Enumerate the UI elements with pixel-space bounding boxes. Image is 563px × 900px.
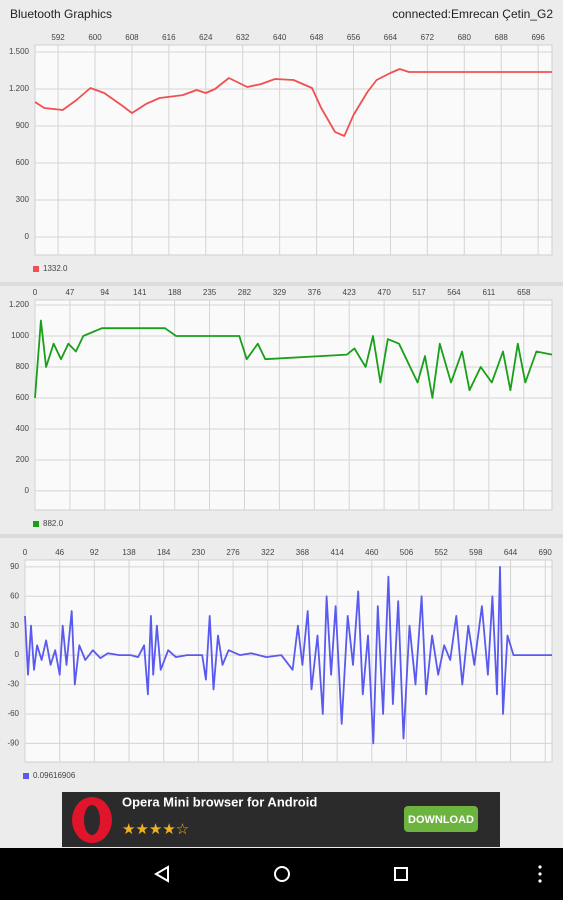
charts: 592 600 608 616 624 632 640 648 656 664 672 680 688 6… xyxy=(7,33,553,780)
x-tick-label: 624 xyxy=(199,33,213,42)
nav-bar xyxy=(0,848,563,900)
x-tick-label: 235 xyxy=(203,288,217,297)
y-tick-label: 1.200 xyxy=(9,300,30,309)
y-tick-label: 900 xyxy=(16,121,30,130)
legend-label: 0.09616906 xyxy=(33,771,76,780)
y-tick-label: 1000 xyxy=(11,331,29,340)
x-tick-label: 329 xyxy=(273,288,287,297)
app-title: Bluetooth Graphics xyxy=(10,7,112,21)
x-tick-label: 600 xyxy=(88,33,102,42)
x-tick-label: 616 xyxy=(162,33,176,42)
data-line xyxy=(34,68,552,137)
x-tick-label: 640 xyxy=(273,33,287,42)
x-tick-label: 656 xyxy=(347,33,361,42)
x-tick-label: 141 xyxy=(133,288,147,297)
x-tick-label: 322 xyxy=(261,548,275,557)
download-button[interactable] xyxy=(404,806,478,832)
home-button[interactable] xyxy=(274,866,290,882)
x-tick-label: 648 xyxy=(310,33,324,42)
x-tick-label: 423 xyxy=(343,288,357,297)
x-tick-label: 282 xyxy=(238,288,252,297)
opera-logo-hole xyxy=(84,805,100,835)
x-tick-label: 658 xyxy=(517,288,531,297)
x-tick-label: 608 xyxy=(125,33,139,42)
y-tick-label: 200 xyxy=(16,455,30,464)
connection-status: connected:Emrecan Çetin_G2 xyxy=(392,7,553,21)
data-line xyxy=(34,319,553,399)
x-tick-label: 276 xyxy=(226,548,240,557)
legend-swatch xyxy=(33,521,39,527)
x-tick-label: 94 xyxy=(100,288,109,297)
x-tick-label: 0 xyxy=(33,288,38,297)
x-tick-label: 696 xyxy=(531,33,545,42)
x-tick-label: 690 xyxy=(539,548,553,557)
legend-swatch xyxy=(33,266,39,272)
y-tick-label: 600 xyxy=(16,158,30,167)
y-tick-label: 30 xyxy=(10,621,19,630)
y-tick-label: 0 xyxy=(25,486,30,495)
x-tick-label: 611 xyxy=(482,288,495,297)
x-tick-label: 230 xyxy=(192,548,206,557)
x-tick-label: 414 xyxy=(330,548,344,557)
x-tick-label: 470 xyxy=(377,288,391,297)
y-tick-label: -60 xyxy=(7,709,19,718)
legend-swatch xyxy=(23,773,29,779)
x-tick-label: 506 xyxy=(400,548,414,557)
x-tick-label: 460 xyxy=(365,548,379,557)
separator xyxy=(0,282,563,286)
menu-button[interactable] xyxy=(538,865,542,883)
x-tick-label: 664 xyxy=(384,33,398,42)
x-tick-label: 47 xyxy=(65,288,74,297)
legend-label: 1332.0 xyxy=(43,264,68,273)
x-tick-label: 644 xyxy=(504,548,518,557)
y-tick-label: 300 xyxy=(16,195,30,204)
x-tick-label: 517 xyxy=(412,288,426,297)
x-tick-label: 552 xyxy=(434,548,448,557)
x-tick-label: 368 xyxy=(296,548,310,557)
ad-title: Opera Mini browser for Android xyxy=(122,794,317,809)
ad-stars: ★★★★☆ xyxy=(122,821,189,838)
plot-area xyxy=(34,44,553,256)
y-tick-label: 90 xyxy=(10,562,19,571)
y-tick-label: 60 xyxy=(10,591,19,600)
x-tick-label: 688 xyxy=(495,33,509,42)
y-tick-label: -30 xyxy=(7,680,19,689)
x-tick-label: 184 xyxy=(157,548,171,557)
separator xyxy=(0,534,563,538)
back-button[interactable] xyxy=(154,865,169,883)
x-tick-label: 592 xyxy=(51,33,65,42)
ad-banner[interactable]: Opera Mini browser for Android ★★★★☆ DOW… xyxy=(62,792,500,847)
x-tick-label: 598 xyxy=(469,548,483,557)
menu-dot[interactable] xyxy=(538,872,542,876)
x-tick-label: 672 xyxy=(421,33,435,42)
y-tick-label: 0 xyxy=(25,232,30,241)
menu-dot[interactable] xyxy=(538,865,542,869)
plot-area xyxy=(34,299,553,511)
x-tick-label: 138 xyxy=(122,548,136,557)
y-tick-label: 800 xyxy=(16,362,30,371)
y-tick-label: 1.200 xyxy=(9,84,30,93)
x-tick-label: 46 xyxy=(55,548,64,557)
x-tick-label: 92 xyxy=(90,548,99,557)
x-tick-label: 564 xyxy=(447,288,461,297)
y-tick-label: 600 xyxy=(16,393,30,402)
x-tick-label: 188 xyxy=(168,288,182,297)
x-tick-label: 0 xyxy=(23,548,28,557)
y-tick-label: -90 xyxy=(7,738,19,747)
x-tick-label: 376 xyxy=(308,288,322,297)
y-tick-label: 1.500 xyxy=(9,47,30,56)
legend-label: 882.0 xyxy=(43,519,64,528)
y-tick-label: 400 xyxy=(16,424,30,433)
x-tick-label: 632 xyxy=(236,33,250,42)
recents-button[interactable] xyxy=(394,867,408,881)
x-tick-label: 680 xyxy=(458,33,472,42)
menu-dot[interactable] xyxy=(538,879,542,883)
download-label[interactable]: DOWNLOAD xyxy=(408,814,474,826)
data-line xyxy=(24,566,552,745)
y-tick-label: 0 xyxy=(15,650,20,659)
